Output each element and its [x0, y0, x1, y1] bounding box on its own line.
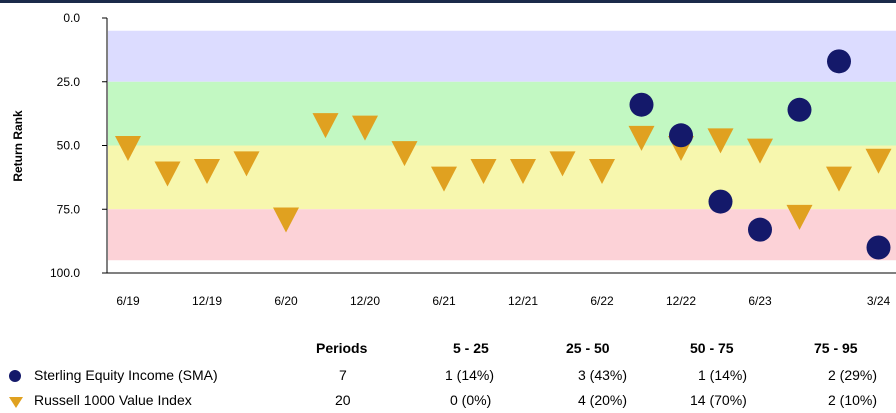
row-band-50-75: 1 (14%): [698, 367, 748, 383]
y-tick-label: 0.0: [63, 11, 80, 25]
y-axis: 0.0 25.0 50.0 75.0 100.0: [50, 11, 107, 280]
data-point-triangle: [470, 159, 497, 184]
y-tick-label: 25.0: [57, 75, 81, 89]
top-bar: [0, 0, 896, 3]
x-tick-label: 3/24: [867, 294, 891, 308]
data-point-circle: [669, 123, 693, 148]
data-point-circle: [748, 217, 772, 242]
x-tick-label: 6/20: [274, 294, 298, 308]
row-periods: 7: [339, 367, 347, 383]
data-point-triangle: [589, 159, 615, 184]
header-band-50-75: 50 - 75: [690, 340, 734, 356]
x-tick-label: 6/22: [590, 294, 614, 308]
data-point-triangle: [786, 204, 813, 230]
row-band-5-25: 0 (0%): [450, 392, 492, 408]
data-point-triangle: [826, 166, 852, 192]
band-75-95: [108, 209, 896, 261]
header-periods: Periods: [316, 340, 368, 356]
row-periods: 20: [335, 392, 351, 408]
row-label: Russell 1000 Value Index: [34, 392, 192, 408]
data-point-triangle: [747, 138, 773, 164]
data-point-circle: [787, 97, 812, 122]
data-point-circle: [827, 49, 851, 74]
x-axis: 6/19 12/19 6/20 12/20 6/21 12/21 6/22 12/22 6/23…: [116, 294, 890, 308]
triangle-marker-icon: [9, 397, 23, 408]
band-50-75: [108, 145, 896, 210]
data-point-triangle: [233, 151, 260, 177]
header-band-25-50: 25 - 50: [566, 340, 610, 356]
row-band-25-50: 4 (20%): [578, 392, 628, 408]
row-band-75-95: 2 (10%): [828, 392, 878, 408]
x-tick-label: 12/19: [192, 294, 222, 308]
data-point-triangle: [391, 141, 418, 167]
y-axis-label: Return Rank: [11, 110, 25, 182]
row-band-5-25: 1 (14%): [445, 367, 495, 383]
x-tick-label: 6/23: [748, 294, 772, 308]
data-point-circle: [866, 235, 891, 260]
data-point-triangle: [115, 136, 141, 162]
data-point-circle: [629, 92, 654, 117]
data-point-triangle: [510, 159, 536, 184]
x-tick-label: 12/20: [350, 294, 380, 308]
circle-marker-icon: [9, 370, 21, 382]
x-tick-label: 12/21: [508, 294, 538, 308]
data-point-triangle: [194, 159, 220, 184]
x-tick-label: 6/19: [116, 294, 140, 308]
header-band-75-95: 75 - 95: [814, 340, 858, 356]
band-5-25: [108, 30, 896, 82]
data-point-triangle: [312, 113, 339, 139]
x-tick-label: 12/22: [666, 294, 696, 308]
y-tick-label: 75.0: [57, 202, 81, 216]
y-tick-label: 50.0: [57, 139, 81, 153]
data-point-triangle: [273, 207, 299, 233]
series-sterling-equity-income: [629, 49, 891, 260]
row-band-25-50: 3 (43%): [578, 367, 628, 383]
data-point-triangle: [352, 115, 378, 141]
rank-statistics-table: Periods 5 - 25 25 - 50 50 - 75 75 - 95 S…: [0, 340, 896, 413]
x-tick-label: 6/21: [432, 294, 456, 308]
data-point-triangle: [549, 151, 576, 177]
header-band-5-25: 5 - 25: [453, 340, 489, 356]
quartile-bands: [108, 30, 896, 261]
data-point-circle: [708, 189, 733, 214]
band-25-50: [108, 81, 896, 146]
y-tick-label: 100.0: [50, 266, 80, 280]
data-point-triangle: [865, 148, 892, 174]
row-band-75-95: 2 (29%): [828, 367, 878, 383]
row-label: Sterling Equity Income (SMA): [34, 367, 218, 383]
data-point-triangle: [154, 161, 181, 187]
data-point-triangle: [431, 166, 457, 192]
data-point-triangle: [628, 125, 655, 151]
data-point-triangle: [707, 128, 734, 154]
row-band-50-75: 14 (70%): [690, 392, 747, 408]
